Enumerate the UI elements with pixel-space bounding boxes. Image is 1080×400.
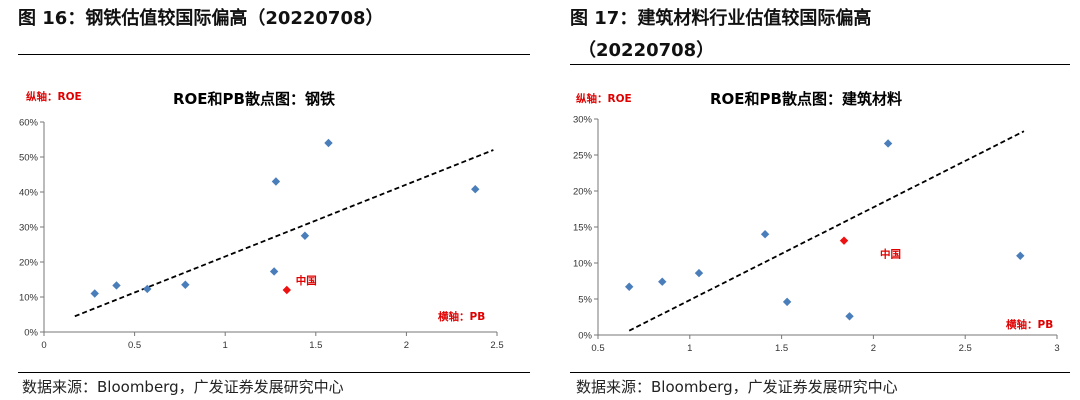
data-point [143,284,152,294]
y-tick-label: 50% [19,153,39,164]
building-materials-scatter-chart: ROE和PB散点图：建筑材料 纵轴：ROE 横轴：PB 0% 5% 10% 15% 20% 25… [573,90,1060,354]
china-point-label: 中国 [296,274,317,287]
y-tick-label: 15% [573,223,593,234]
x-tick-label: 1 [223,340,228,351]
x-axis-note: 横轴：PB [1006,318,1053,331]
figure-16-title-rule [18,54,530,55]
data-point [300,231,310,240]
figure-16-source-rule [18,372,530,373]
figure-17-title-date: （20220708） [578,40,715,61]
figure-17-title: 图 17：建筑材料行业估值较国际偏高 [570,8,872,29]
x-tick-label: 2.5 [959,343,972,354]
y-tick-label: 10% [19,293,39,304]
y-axis-note: 纵轴：ROE [26,90,82,103]
chart-title: ROE和PB散点图：建筑材料 [710,90,902,108]
data-point [760,230,770,239]
china-point-label: 中国 [880,248,901,261]
y-tick-label: 60% [19,118,39,129]
data-point [112,281,121,290]
china-data-point [839,236,849,245]
trend-line [628,130,1025,332]
x-tick-label: 2 [404,340,409,351]
y-tick-label: 5% [578,295,592,306]
figure-17-source-note: 数据来源：Bloomberg，广发证券发展研究中心 [576,378,898,396]
x-tick-label: 0 [41,340,46,351]
data-point [694,268,704,278]
x-tick-label: 1 [687,343,692,354]
x-tick-label: 1.5 [775,343,788,354]
data-point [658,277,667,286]
x-tick-label: 2 [871,343,876,354]
china-data-point [282,285,292,295]
x-tick-label: 0.5 [591,343,604,354]
x-tick-label: 2.5 [490,340,503,351]
y-tick-label: 0% [578,331,592,342]
data-point [471,185,480,194]
figure-17-title-rule [570,64,1070,65]
figure-16-source-note: 数据来源：Bloomberg，广发证券发展研究中心 [22,378,344,396]
figure-17-source-rule [570,372,1070,373]
y-tick-label: 0% [24,328,38,339]
chart-title: ROE和PB散点图：钢铁 [173,90,335,108]
y-tick-label: 30% [573,115,593,126]
x-tick-label: 1.5 [309,340,322,351]
data-point [625,282,634,291]
y-tick-label: 20% [19,258,39,269]
y-tick-label: 25% [573,151,593,162]
steel-scatter-chart: ROE和PB散点图：钢铁 纵轴：ROE 横轴：PB 0% 10% 20% 30% 40% 50%… [19,90,504,351]
data-point [1016,251,1025,260]
figure-16-title: 图 16：钢铁估值较国际偏高（20220708） [18,8,384,29]
x-axis-note: 横轴：PB [438,310,485,323]
y-tick-label: 40% [19,188,39,199]
x-tick-label: 0.5 [128,340,141,351]
data-point [269,267,279,276]
y-tick-label: 10% [573,259,593,270]
data-point [181,280,190,289]
data-point [271,177,281,186]
data-point [883,139,893,148]
y-axis-note: 纵轴：ROE [576,92,632,105]
data-point [324,138,333,148]
data-point [782,297,792,307]
data-point [845,312,854,321]
y-tick-label: 30% [19,223,39,234]
y-tick-label: 20% [573,187,593,198]
data-point [90,289,99,298]
x-tick-label: 3 [1054,343,1059,354]
